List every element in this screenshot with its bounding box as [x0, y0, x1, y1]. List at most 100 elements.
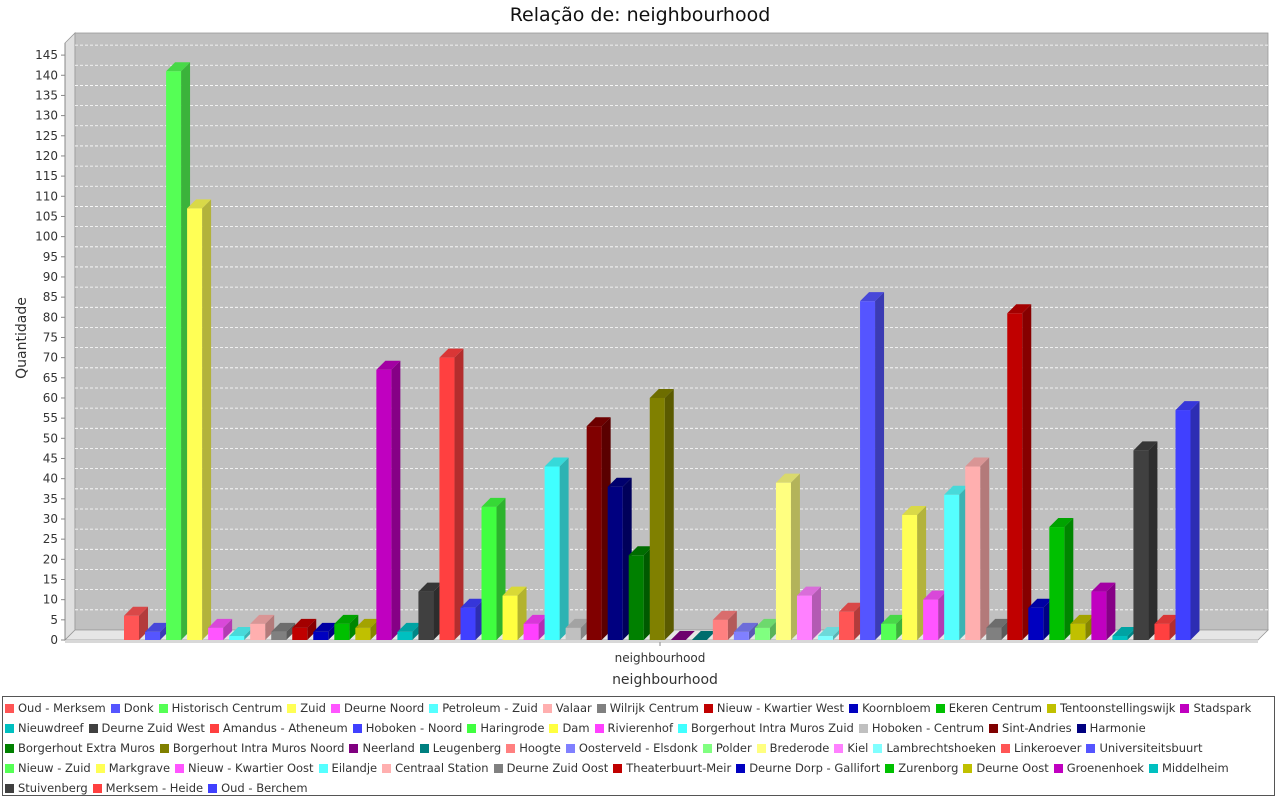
- legend-swatch: [208, 784, 218, 793]
- legend-label: Lambrechtshoeken: [886, 741, 997, 755]
- bar-top: [796, 586, 821, 596]
- legend-item: Oud - Merksem: [5, 698, 106, 718]
- legend-swatch: [1086, 744, 1096, 753]
- legend-label: Nieuwdreef: [18, 721, 84, 735]
- legend-label: Kiel: [847, 741, 869, 755]
- legend-swatch: [92, 784, 102, 793]
- bar-side: [1190, 401, 1200, 640]
- bar-top: [271, 622, 296, 632]
- bar-side: [265, 614, 275, 640]
- legend-item: Nieuw - Kwartier Oost: [175, 758, 314, 778]
- legend-swatch: [565, 744, 575, 753]
- legend-swatch: [873, 744, 883, 753]
- bar-16: [460, 598, 485, 640]
- bar-top: [187, 199, 212, 209]
- legend-swatch: [549, 724, 559, 733]
- legend-swatch: [1053, 764, 1063, 773]
- bar-front: [1049, 527, 1065, 640]
- legend-item: Amandus - Atheneum: [209, 718, 348, 738]
- bar-2: [166, 62, 191, 640]
- y-tick-label: 125: [35, 129, 58, 143]
- legend-swatch: [935, 704, 945, 713]
- legend-swatch: [5, 704, 14, 713]
- legend-swatch: [95, 764, 105, 773]
- bar-front: [839, 611, 855, 640]
- legend-swatch: [175, 764, 185, 773]
- bar-front: [1028, 607, 1044, 640]
- legend-label: Zuid: [300, 701, 326, 715]
- bar-front: [460, 607, 476, 640]
- chart-legend: Oud - Merksem Donk Historisch Centrum Zuid D…: [2, 696, 1275, 796]
- bar-top: [502, 586, 527, 596]
- legend-item: Rivierenhof: [594, 718, 673, 738]
- y-tick-label: 60: [43, 391, 58, 405]
- legend-swatch: [1001, 744, 1011, 753]
- bar-front: [649, 397, 665, 640]
- bar-top: [860, 292, 885, 302]
- legend-item: Zurenborg: [885, 758, 958, 778]
- legend-item: Koornbloem: [849, 698, 931, 718]
- legend-item: Groenenhoek: [1053, 758, 1144, 778]
- legend-item: Harmonie: [1076, 718, 1146, 738]
- bar-top: [313, 622, 338, 632]
- bar-front: [628, 555, 644, 640]
- bar-top: [691, 631, 716, 640]
- bar-front: [1070, 623, 1086, 640]
- bar-front: [355, 627, 371, 640]
- legend-swatch: [287, 704, 297, 713]
- legend-swatch: [542, 704, 552, 713]
- legend-swatch: [703, 704, 713, 713]
- bar-top: [523, 614, 548, 624]
- legend-swatch: [1148, 764, 1158, 773]
- legend-swatch: [318, 764, 328, 773]
- legend-swatch: [594, 724, 604, 733]
- bar-50: [1175, 401, 1200, 640]
- bar-front: [986, 627, 1002, 640]
- bar-top: [208, 618, 233, 628]
- bar-front: [418, 591, 434, 640]
- bar-front: [523, 623, 539, 640]
- legend-item: Valaar: [542, 698, 592, 718]
- bar-22: [586, 417, 611, 640]
- bar-12: [376, 360, 401, 640]
- bar-front: [250, 623, 266, 640]
- legend-swatch: [5, 744, 14, 753]
- y-tick-label: 65: [43, 371, 58, 385]
- legend-item: Merksem - Heide: [92, 778, 203, 798]
- bar-top: [965, 457, 990, 467]
- legend-label: Tentoonstellingswijk: [1059, 701, 1176, 715]
- legend-swatch: [352, 724, 362, 733]
- bar-front: [944, 494, 960, 640]
- bar-front: [145, 631, 161, 640]
- bar-front: [712, 619, 728, 640]
- legend-swatch: [159, 744, 169, 753]
- legend-item: Donk: [110, 698, 154, 718]
- bar-35: [860, 292, 885, 640]
- bar-top: [944, 485, 969, 495]
- legend-swatch: [467, 724, 477, 733]
- bar-38: [923, 590, 948, 640]
- bar-front: [817, 635, 833, 640]
- legend-item: Hoboken - Noord: [352, 718, 462, 738]
- legend-item: Eilandje: [318, 758, 377, 778]
- bar-top: [544, 457, 569, 467]
- bar-top: [649, 388, 674, 398]
- chart-title: Relação de: neighbourhood: [510, 4, 771, 26]
- y-tick-label: 45: [43, 451, 58, 465]
- legend-label: Stuivenberg: [18, 781, 88, 795]
- y-axis-label: Quantidade: [14, 297, 30, 379]
- legend-item: Borgerhout Intra Muros Noord: [159, 738, 344, 758]
- bar-15: [439, 348, 464, 640]
- legend-item: Leugenberg: [419, 738, 501, 758]
- legend-label: Markgrave: [108, 761, 171, 775]
- bar-front: [208, 627, 224, 640]
- legend-swatch: [493, 764, 503, 773]
- bar-48: [1133, 441, 1158, 640]
- legend-label: Deurne Noord: [343, 701, 425, 715]
- legend-swatch: [1076, 724, 1086, 733]
- legend-label: Sint-Andries: [1002, 721, 1072, 735]
- legend-label: Deurne Zuid Oost: [506, 761, 609, 775]
- bar-top: [923, 590, 948, 600]
- bar-6: [250, 614, 275, 640]
- legend-label: Stadspark: [1193, 701, 1252, 715]
